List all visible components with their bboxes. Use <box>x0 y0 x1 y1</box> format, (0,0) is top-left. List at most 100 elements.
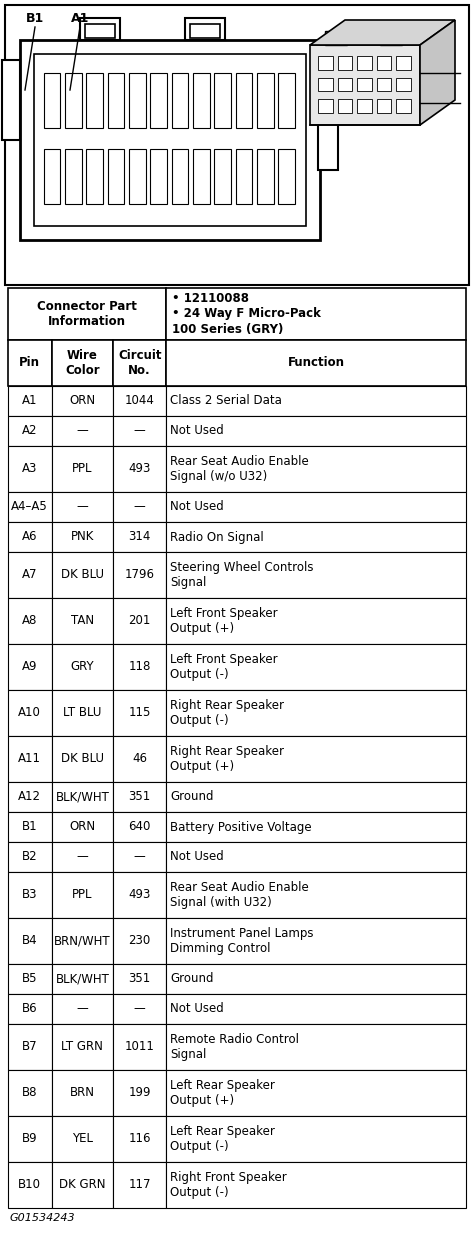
Text: A11: A11 <box>18 752 41 765</box>
Bar <box>318 78 333 91</box>
Bar <box>357 56 372 70</box>
Bar <box>190 24 220 38</box>
Text: DK GRN: DK GRN <box>59 1178 106 1192</box>
Text: 351: 351 <box>128 790 151 804</box>
Bar <box>113 1162 166 1208</box>
Text: PPL: PPL <box>72 889 93 901</box>
Text: A7: A7 <box>22 568 37 581</box>
Bar <box>166 1024 466 1070</box>
Text: —: — <box>134 850 146 864</box>
Text: Remote Radio Control
Signal: Remote Radio Control Signal <box>170 1033 299 1060</box>
Text: —: — <box>76 1003 88 1015</box>
Text: A12: A12 <box>18 790 41 804</box>
Bar <box>113 644 166 690</box>
Bar <box>113 341 166 386</box>
Text: 1044: 1044 <box>125 394 155 407</box>
Text: —: — <box>76 850 88 864</box>
Text: BLK/WHT: BLK/WHT <box>55 973 109 985</box>
Bar <box>8 644 52 690</box>
Bar <box>236 149 252 204</box>
Bar <box>108 149 124 204</box>
Text: B1: B1 <box>26 13 44 25</box>
Bar <box>8 1070 52 1116</box>
Bar <box>236 73 252 128</box>
Text: PPL: PPL <box>72 462 93 476</box>
Text: B3: B3 <box>22 889 37 901</box>
Bar <box>52 918 113 964</box>
Polygon shape <box>310 20 455 45</box>
Bar <box>8 1116 52 1162</box>
Text: Not Used: Not Used <box>170 1003 224 1015</box>
Text: B7: B7 <box>22 1040 37 1053</box>
Bar <box>310 45 420 125</box>
Bar <box>44 73 60 128</box>
Text: Steering Wheel Controls
Signal: Steering Wheel Controls Signal <box>170 561 313 588</box>
Text: DK BLU: DK BLU <box>61 568 104 581</box>
Bar <box>150 73 167 128</box>
Text: DK BLU: DK BLU <box>61 752 104 765</box>
Bar <box>113 690 166 736</box>
Text: A9: A9 <box>22 661 37 674</box>
Text: 116: 116 <box>128 1133 151 1146</box>
Text: G01534243: G01534243 <box>10 1213 76 1223</box>
Text: 314: 314 <box>128 531 151 543</box>
Bar <box>8 446 52 492</box>
Text: B2: B2 <box>22 850 37 864</box>
Text: 640: 640 <box>128 820 151 834</box>
Text: A8: A8 <box>22 615 37 627</box>
Bar <box>193 149 210 204</box>
Bar <box>52 813 113 843</box>
Bar <box>52 1116 113 1162</box>
Bar <box>113 843 166 871</box>
Bar <box>113 598 166 644</box>
Text: LT BLU: LT BLU <box>63 706 101 720</box>
Bar <box>52 1162 113 1208</box>
Text: A1: A1 <box>71 13 89 25</box>
Bar <box>8 1162 52 1208</box>
Text: BRN/WHT: BRN/WHT <box>54 934 111 948</box>
Bar <box>325 31 347 45</box>
Text: Not Used: Not Used <box>170 424 224 437</box>
Bar <box>166 416 466 446</box>
Bar <box>377 99 392 113</box>
Bar <box>166 598 466 644</box>
Bar <box>113 1024 166 1070</box>
Bar <box>257 73 273 128</box>
Bar <box>113 871 166 918</box>
Bar <box>8 994 52 1024</box>
Text: BLK/WHT: BLK/WHT <box>55 790 109 804</box>
Text: Circuit
No.: Circuit No. <box>118 349 162 377</box>
Bar <box>8 598 52 644</box>
Bar <box>166 552 466 598</box>
Text: 199: 199 <box>128 1087 151 1099</box>
Bar <box>166 994 466 1024</box>
Bar <box>8 492 52 522</box>
Bar <box>166 964 466 994</box>
Text: YEL: YEL <box>72 1133 93 1146</box>
Text: —: — <box>76 501 88 513</box>
Bar <box>172 149 188 204</box>
Text: Function: Function <box>288 357 345 369</box>
Bar <box>166 813 466 843</box>
Bar <box>5 5 469 285</box>
Text: • 12110088
• 24 Way F Micro-Pack
100 Series (GRY): • 12110088 • 24 Way F Micro-Pack 100 Ser… <box>172 293 321 336</box>
Bar <box>52 416 113 446</box>
Text: 115: 115 <box>128 706 151 720</box>
Bar <box>166 288 466 341</box>
Text: 493: 493 <box>128 889 151 901</box>
Text: —: — <box>76 424 88 437</box>
Text: Rear Seat Audio Enable
Signal (with U32): Rear Seat Audio Enable Signal (with U32) <box>170 881 309 909</box>
Bar <box>8 416 52 446</box>
Text: Battery Positive Voltage: Battery Positive Voltage <box>170 820 311 834</box>
Text: Radio On Signal: Radio On Signal <box>170 531 264 543</box>
Bar <box>52 964 113 994</box>
Text: ORN: ORN <box>69 394 95 407</box>
Bar <box>113 522 166 552</box>
Bar <box>380 31 402 45</box>
Bar <box>52 598 113 644</box>
Bar <box>8 522 52 552</box>
Text: B10: B10 <box>18 1178 41 1192</box>
Bar <box>52 644 113 690</box>
Text: A4–A5: A4–A5 <box>11 501 48 513</box>
Bar <box>318 99 333 113</box>
